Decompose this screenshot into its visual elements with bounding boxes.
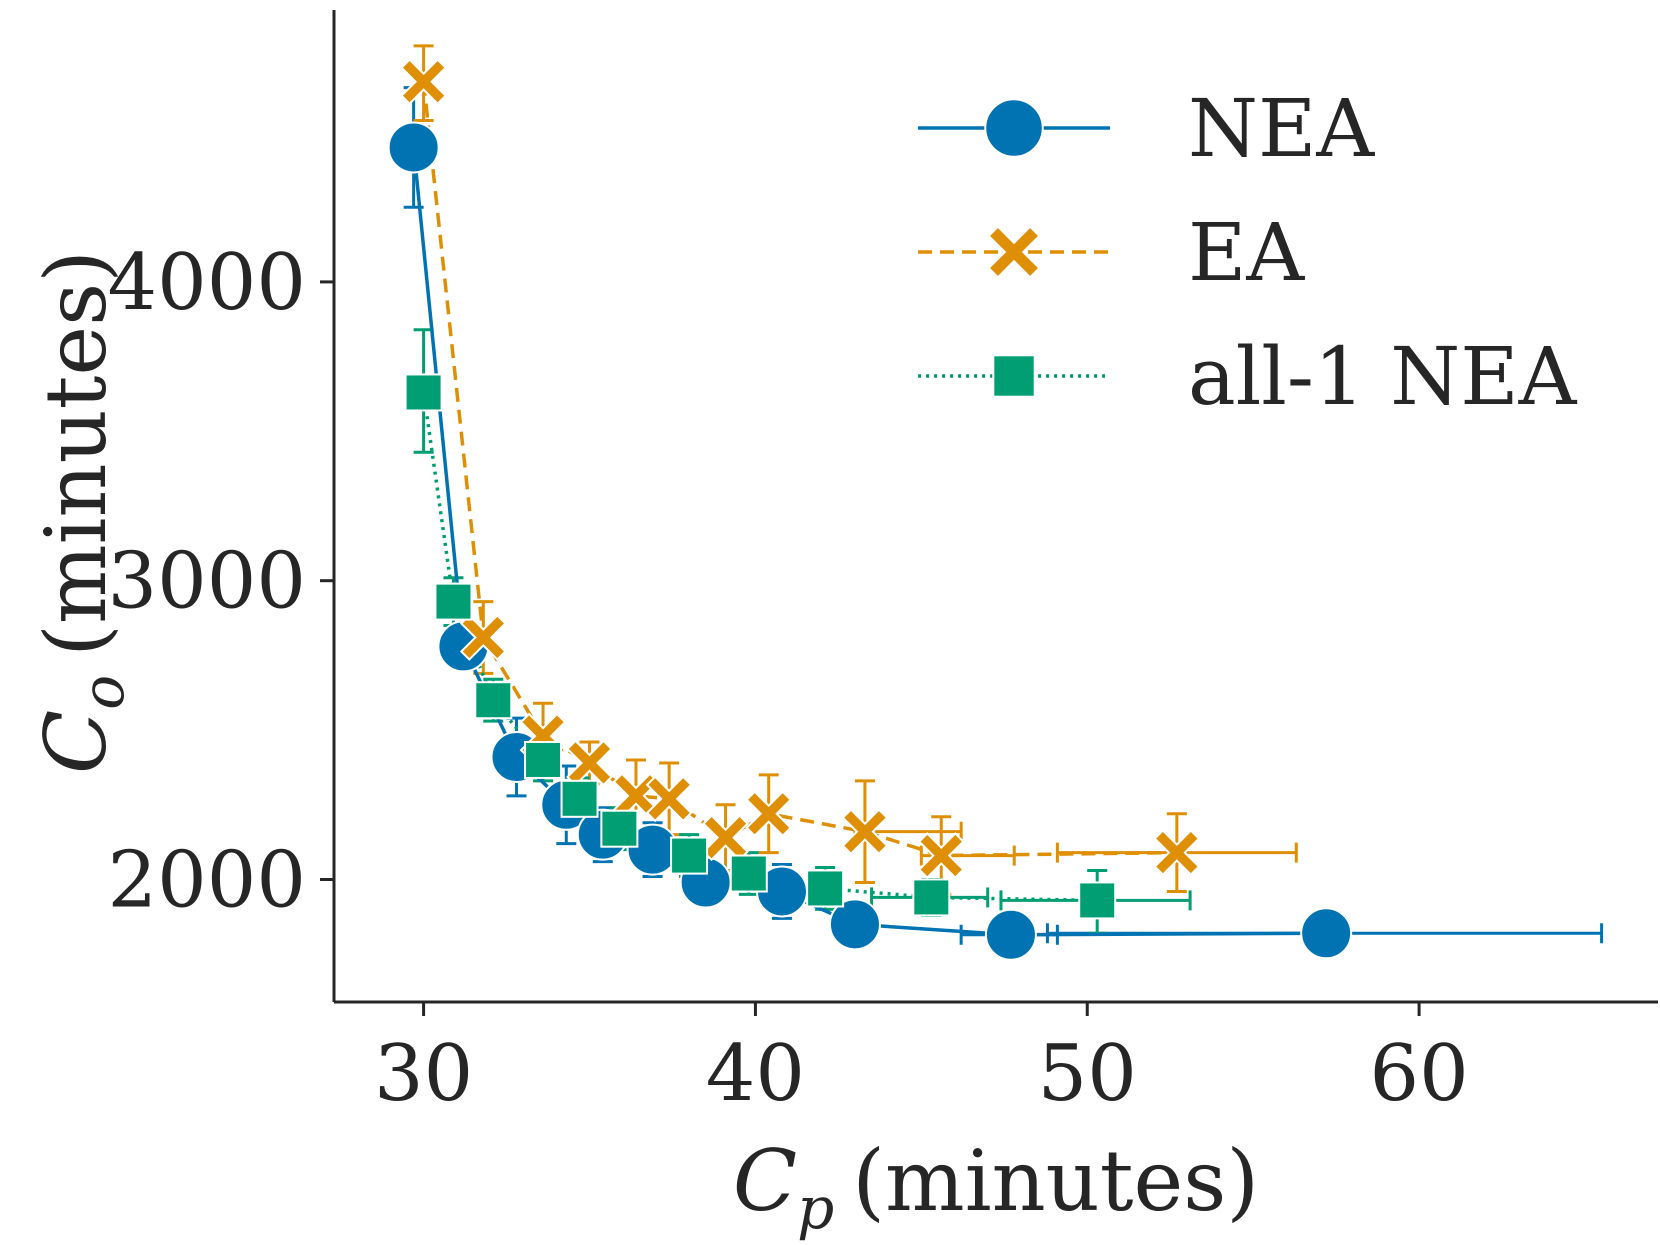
ea-point xyxy=(566,739,613,787)
y-axis-label-unit: (minutes) xyxy=(27,250,125,657)
y-tick-label: 4000 xyxy=(107,238,306,328)
all-1-nea-point xyxy=(670,836,709,875)
x-tick-label: 30 xyxy=(374,1029,473,1119)
x-tick-label: 60 xyxy=(1369,1029,1468,1119)
y-axis-label-symbol: C xyxy=(27,710,125,774)
all-1-nea-point xyxy=(404,373,443,412)
ea-point xyxy=(841,808,889,856)
y-axis-label-sub: o xyxy=(69,675,137,710)
y-tick-label: 2000 xyxy=(107,835,306,925)
all-1-nea-point xyxy=(912,878,951,917)
legend-label-nea: NEA xyxy=(1188,82,1375,175)
all-1-nea-point xyxy=(1078,881,1117,920)
ea-point xyxy=(745,790,793,838)
x-tick-label: 40 xyxy=(706,1029,805,1119)
x-tick-label: 50 xyxy=(1038,1029,1137,1119)
legend-marker-all-1-nea xyxy=(992,354,1036,398)
x-axis-label-symbol: C xyxy=(733,1132,797,1230)
nea-point xyxy=(387,121,440,174)
all-1-nea-point xyxy=(729,854,768,893)
ea-point xyxy=(459,614,507,661)
x-ticks: 30 40 50 60 xyxy=(374,1002,1469,1119)
y-axis-label: Co (minutes) xyxy=(27,250,137,774)
ea-point xyxy=(645,775,693,823)
all-1-nea-point xyxy=(524,740,563,779)
all-1-nea-point xyxy=(600,809,639,848)
nea-point xyxy=(828,898,881,951)
legend-marker-nea xyxy=(984,98,1044,158)
legend-label-all-1-nea: all-1 NEA xyxy=(1188,330,1578,423)
ea-point xyxy=(400,58,448,106)
x-axis-label-unit: (minutes) xyxy=(852,1132,1259,1230)
all-1-nea-point xyxy=(474,681,513,720)
y-ticks: 2000 3000 4000 xyxy=(107,238,334,925)
ea-point xyxy=(1153,829,1201,877)
all-1-nea-point xyxy=(434,582,473,621)
all-1-nea-point xyxy=(560,779,599,818)
axes-layer xyxy=(332,10,1658,1004)
x-axis-label: Cp (minutes) xyxy=(733,1132,1259,1242)
markers-layer xyxy=(387,58,1353,961)
legend: NEA EA all-1 NEA xyxy=(918,82,1578,423)
legend-label-ea: EA xyxy=(1188,206,1305,299)
ea-point xyxy=(917,832,965,880)
x-axis-label-sub: p xyxy=(797,1174,834,1242)
all-1-nea-point xyxy=(806,869,845,908)
nea-point xyxy=(1300,907,1353,960)
y-tick-label: 3000 xyxy=(107,537,306,627)
nea-point xyxy=(984,908,1037,961)
legend-marker-ea xyxy=(987,225,1041,279)
